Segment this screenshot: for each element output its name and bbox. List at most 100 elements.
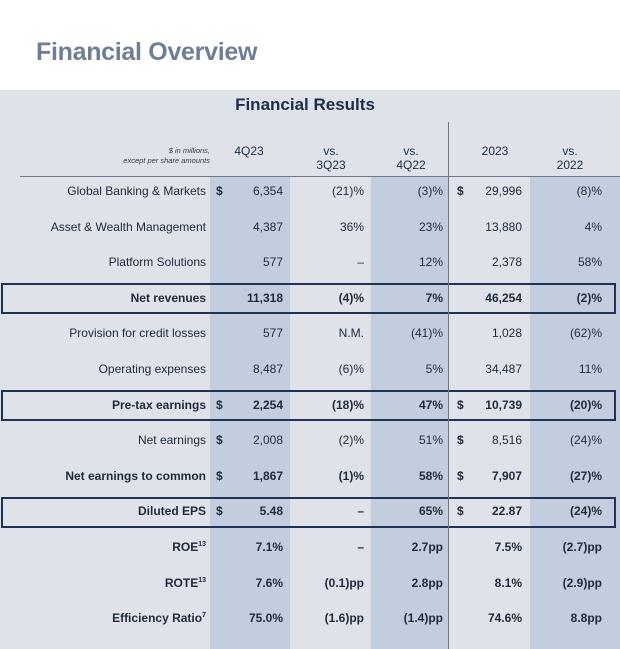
table-title: Financial Results [235, 95, 375, 114]
row-cell-vfy: 8.8pp [570, 611, 602, 626]
row-cell-vq: – [357, 255, 364, 270]
row-cell-d1: $ [216, 504, 223, 519]
row-cell-d1 [216, 601, 230, 637]
row-cell-d1 [216, 245, 230, 281]
row-cell-q: 6,354 [252, 184, 283, 198]
row-cell-vy: 2.7pp [411, 540, 443, 554]
row-cell-vy: (1.4)pp [403, 611, 443, 626]
row-cell-q: 577 [262, 255, 283, 270]
row-cell-d2: $ [457, 397, 464, 412]
row-cell-q: 4,387 [252, 219, 283, 234]
row-cell-q: 577 [262, 326, 283, 341]
table-row: Provision for credit losses 577 N.M. (41)% 1… [0, 316, 620, 352]
row-label: Platform Solutions [108, 255, 206, 270]
row-cell-vq: – [357, 540, 364, 554]
table-row: Asset & Wealth Management 4,387 36% 23% 13,8… [0, 210, 620, 246]
row-cell-d1 [216, 352, 230, 388]
table-row: Diluted EPS $5.48 – 65% $22.87 (24)% [0, 494, 620, 530]
table-row: Platform Solutions 577 – 12% 2,378 58% [0, 245, 620, 281]
column-header-4q23: 4Q23 [234, 144, 264, 158]
row-cell-vq: (1.6)pp [324, 611, 364, 626]
row-cell-vq: (1)% [338, 468, 364, 483]
row-cell-d1 [216, 566, 230, 602]
table-row: ROE13 7.1% – 2.7pp 7.5% (2.7)pp [0, 530, 620, 566]
row-cell-d2 [457, 530, 471, 566]
row-cell-q: 2,008 [252, 433, 283, 448]
footnote-ref: 13 [198, 576, 206, 584]
highlight-box [1, 496, 616, 528]
row-label: ROE13 [172, 540, 206, 554]
row-cell-vy: 7% [425, 290, 443, 305]
table-panel [0, 90, 620, 649]
column-header-vs-2022: vs. 2022 [556, 144, 584, 172]
row-cell-vy: 47% [418, 397, 443, 412]
row-cell-vq: (6)% [338, 362, 364, 376]
row-label: Global Banking & Markets [67, 184, 206, 198]
column-header-2023: 2023 [481, 144, 509, 158]
row-cell-vy: 65% [418, 504, 443, 519]
row-label: Net earnings [137, 433, 206, 448]
row-cell-d1: $ [216, 433, 223, 448]
annual-column-divider [448, 122, 449, 649]
row-cell-d2 [457, 566, 471, 602]
row-label: Net revenues [130, 290, 206, 305]
table-row: Net earnings $2,008 (2)% 51% $8,516 (24)% [0, 423, 620, 459]
units-note-line1: $ in millions, [168, 146, 210, 155]
row-cell-d2 [457, 245, 471, 281]
row-label: Pre-tax earnings [111, 397, 206, 412]
row-cell-vfy: (2.7)pp [562, 540, 602, 554]
row-cell-vfy: 11% [578, 362, 602, 376]
row-cell-q: 7.1% [255, 540, 283, 554]
row-cell-vy: 23% [418, 219, 443, 234]
row-cell-d1 [216, 316, 230, 352]
row-cell-fy: 1,028 [491, 326, 522, 341]
row-cell-d2 [457, 316, 471, 352]
row-cell-q: 1,867 [252, 468, 283, 483]
units-note-line2: except per share amounts [123, 156, 210, 165]
row-cell-q: 8,487 [252, 362, 283, 376]
row-cell-vq: (18)% [331, 397, 364, 412]
row-cell-vq: 36% [339, 219, 364, 234]
row-label: Asset & Wealth Management [50, 219, 206, 234]
row-cell-vfy: (24)% [569, 433, 602, 448]
row-cell-vfy: (24)% [569, 504, 602, 519]
row-cell-vq: (21)% [331, 184, 364, 198]
table-row: Efficiency Ratio7 75.0% (1.6)pp (1.4)pp 74.6… [0, 601, 620, 637]
row-cell-q: 2,254 [252, 397, 283, 412]
row-cell-vfy: (2)% [576, 290, 602, 305]
row-cell-fy: 7.5% [494, 540, 522, 554]
row-cell-fy: 8,516 [491, 433, 522, 448]
row-cell-fy: 13,880 [485, 219, 522, 234]
row-cell-q: 5.48 [259, 504, 283, 519]
page-title: Financial Overview [36, 38, 258, 66]
row-cell-vy: 58% [418, 468, 443, 483]
footnote-ref: 13 [198, 541, 206, 548]
row-label: Net earnings to common [65, 468, 206, 483]
units-note: $ in millions, except per share amounts [40, 146, 210, 166]
row-cell-vy: 51% [418, 433, 443, 448]
table-row: Global Banking & Markets $6,354 (21)% (3)% $… [0, 174, 620, 210]
row-cell-d1: $ [216, 468, 223, 483]
row-cell-fy: 8.1% [494, 575, 522, 590]
row-cell-fy: 22.87 [491, 504, 522, 519]
row-cell-vfy: (8)% [576, 184, 602, 198]
row-cell-q: 7.6% [255, 575, 283, 590]
row-cell-d2 [457, 601, 471, 637]
row-cell-q: 11,318 [246, 290, 283, 305]
row-cell-d1: $ [216, 184, 223, 198]
highlight-box [1, 283, 616, 315]
row-cell-fy: 10,739 [485, 397, 522, 412]
table-row: Pre-tax earnings $2,254 (18)% 47% $10,739 (20… [0, 388, 620, 424]
row-label: ROTE13 [164, 575, 206, 590]
row-label: Diluted EPS [137, 504, 206, 519]
row-cell-fy: 2,378 [491, 255, 522, 270]
column-header-vs-4q22: vs. 4Q22 [396, 144, 426, 172]
column-band-vs-4q22 [371, 177, 448, 649]
row-label: Operating expenses [98, 362, 206, 376]
row-cell-d2: $ [457, 468, 464, 483]
row-cell-fy: 29,996 [485, 184, 522, 198]
row-cell-q: 75.0% [248, 611, 283, 626]
table-row: Operating expenses 8,487 (6)% 5% 34,487 11% [0, 352, 620, 388]
table-row: Net revenues 11,318 (4)% 7% 46,254 (2)% [0, 281, 620, 317]
row-cell-fy: 46,254 [485, 290, 522, 305]
